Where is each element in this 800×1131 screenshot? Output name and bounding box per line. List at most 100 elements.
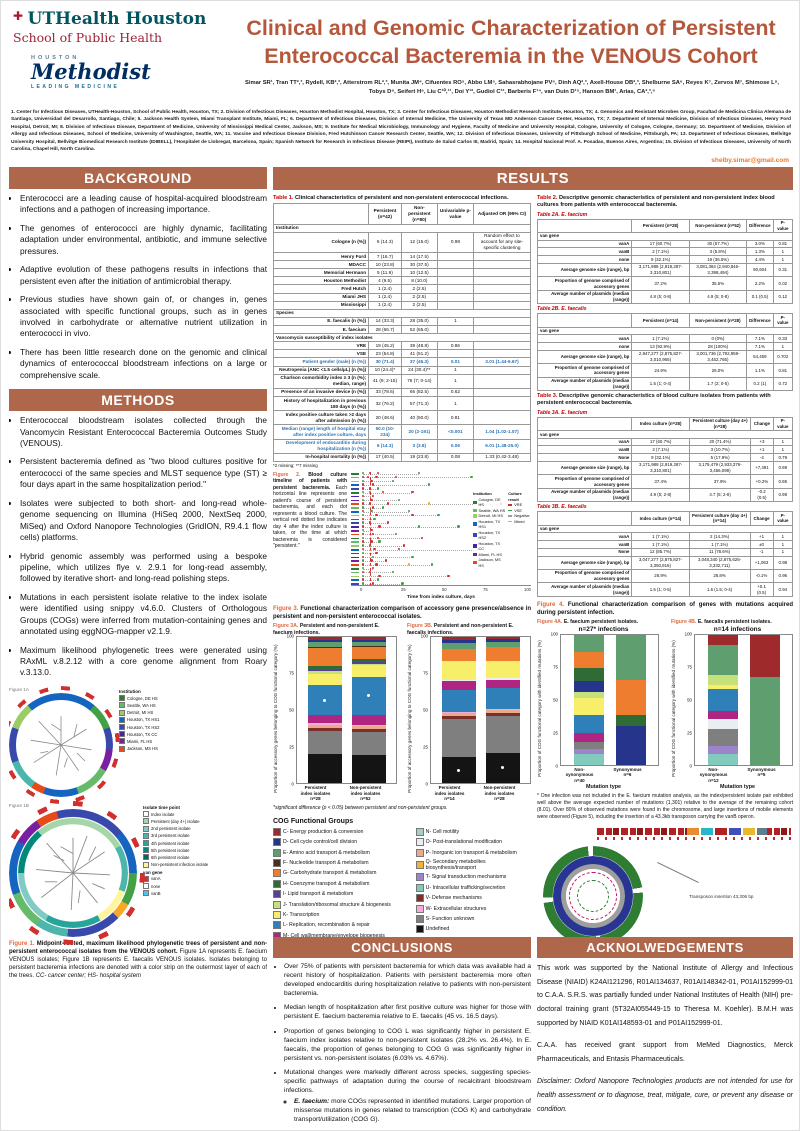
table-row: vanA 1 (7.1%) 2 (14.3%) +1 1 [537,532,793,542]
bar-segment-cog-L [707,689,738,712]
cog-legend-title: COG Functional Groups [273,817,354,825]
blood-culture-dot [394,475,398,479]
bar-segment-cog-P [485,710,520,714]
bar-segment-cog-J [307,670,342,674]
day-4-threshold-line [369,471,371,586]
blood-culture-dot [362,563,365,566]
table-row: MDACC 10 (23.8) 30 (37.5) [273,260,531,270]
blood-culture-dot [362,574,365,577]
figure-4b: Figure 4B. E. faecalis persistent isolat… [671,619,793,790]
bar-segment-cog-S [485,716,520,753]
table-2b-title: Table 2B. E. faecalis [537,306,587,313]
legend-swatch-icon [415,827,424,836]
blood-culture-dot [370,540,373,543]
bar-segment-cog-M [573,733,604,743]
blood-culture-dot [421,536,424,539]
bar-segment-cog-P [307,724,342,728]
table-row: Proportion of genome comprised of access… [537,568,793,584]
blood-culture-dot [362,540,365,543]
figure-1-caption-lead: Figure 1. [9,940,35,947]
bar-segment-cog-K [441,660,476,680]
timepoint-legend: Index isolate Persistent (day 4+) isolate… [143,811,208,868]
figure-3-footnote: *significant difference (p < 0.05) betwe… [273,805,448,812]
bar-segment-cog-O [485,678,520,680]
table-row: None 12 (85.7%) 11 (78.6%) -1 1 [537,547,793,557]
table-2-title: Table 2. Descriptive genomic characteris… [537,195,775,209]
bar-segment-cog-G [485,647,520,661]
table-row: Average number of plasmids (median (rang… [537,376,793,392]
legend-swatch-icon [119,731,125,738]
table-row: van gene [537,524,793,534]
x-axis-title: Mutation type [585,784,622,791]
legend-item: P- Inorganic ion transport & metabolism [415,848,531,857]
bacteremia-course-line [363,545,404,547]
blood-culture-dot [362,483,365,486]
table-row: Average number of plasmids (median (rang… [537,289,793,305]
bullet-item: There has been little research done on t… [20,347,267,381]
bacteremia-course-line [363,534,396,536]
bullet-item: Previous studies have shown gain of, or … [20,294,267,340]
patient-id-label [351,476,359,479]
legend-item: E- Amino acid transport & metabolism [273,848,406,857]
blood-culture-dot [386,521,389,524]
bar-segment-cog-G [351,647,386,660]
patient-id-label [351,484,359,486]
bacteremia-course-line [363,549,478,551]
table-1-title: Table 1. Clinical characteristics of per… [273,195,531,202]
legend-item: C- Energy production & conversion [273,827,406,836]
legend-item: Jackson, MS HS [119,745,160,752]
figure-1-caption-abbrev: CC- cancer center; HS- hospital system [35,973,142,980]
bar-segment-cog-P [351,726,386,730]
blood-culture-dot [376,536,380,539]
bacteremia-course-line [363,557,413,559]
patient-id-label [351,575,359,578]
legend-item: 3rd persistent isolate [143,832,208,839]
poster-title: Clinical and Genomic Characterization of… [246,16,776,68]
blood-culture-dot [375,563,378,566]
plot-area [430,636,531,785]
figure-1b-label: Figure 1B [9,802,29,808]
x-axis-category-label: Synonymous n=5 [747,766,776,778]
acknowledgements-section-header: ACKNOLWEDGEMENTS [537,937,793,958]
patient-id-label [351,503,359,505]
bar-segment-cog-L [441,689,476,712]
mutation-tick-band [597,837,791,841]
cog-legend-column-1: C- Energy production & conversion D- Cell… [273,827,406,937]
legend-swatch-icon [415,848,424,857]
table-row: Average genome size (range), bp 3,047,277… [537,555,793,570]
blood-culture-dot [362,487,365,490]
legend-item: L- Replication, recombination & repair [273,921,406,930]
chart-title: n=14 infections [713,625,762,633]
blood-culture-dot [362,475,365,479]
bacteremia-course-line [363,564,432,566]
patient-id-label [351,514,359,517]
bar-segment-cog-C [307,637,342,641]
table-row: None 9 (32.1%) 5 (17.9%) -4 0.79 [537,453,793,462]
table-row: none 9 (32.1%) 19 (36.5%) 4.4% 1 [537,255,793,264]
patient-id-label [351,529,359,532]
uthealth-cross-icon: ✚ [13,9,24,23]
table-1-title-text: Clinical characteristics of persistent a… [294,195,509,201]
blood-culture-dot [370,528,373,532]
bacteremia-course-line [363,473,419,475]
blood-culture-dot [371,532,375,536]
legend-item: Non-persistent infection isolate [143,861,208,868]
bar-segment-cog-K [351,664,386,677]
patient-id-label [351,480,359,483]
phylogenetic-tree-1a [9,685,120,804]
contact-email[interactable]: shelby.simar@gmail.com [711,157,789,164]
data-table: Persistent (n=42) Non-persistent (n=80) Un… [273,203,531,462]
legend-swatch-icon [119,716,125,723]
legend-swatch-icon [415,860,424,869]
significance-star-icon [501,766,504,770]
figure-1b: Figure 1B Isolate time point Index isola… [9,800,267,945]
bullet-item: Adaptive evolution of these pathogens re… [20,264,267,287]
legend-swatch-icon [273,838,281,847]
table-row: Fred Hutch 1 (2.4) 2 (2.5) [273,284,531,294]
figure-3-caption-bold: Functional characterization comparison o… [273,605,531,621]
legend-item: Undefined [415,925,531,934]
legend-swatch-icon [143,818,149,825]
bar-segment-cog-S [441,718,476,757]
table-1-title-lead: Table 1. [273,195,294,201]
x-axis-category-label: Synonymous n=6 [613,766,642,778]
